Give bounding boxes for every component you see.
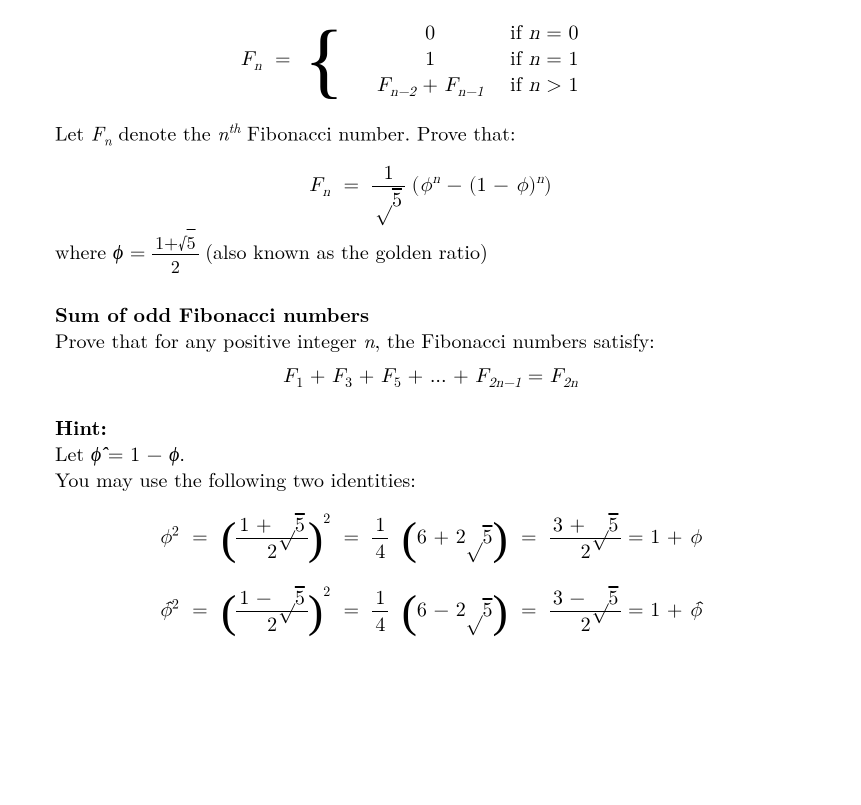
left-brace: { — [304, 25, 344, 96]
intro-paragraph: Let Fn denote the nth Fibonacci number. … — [55, 119, 806, 150]
case1-value: 0 — [350, 20, 510, 46]
where-phi: where ϕ = 1+√5 2 (also known as the gold… — [55, 231, 806, 279]
sum-odd-equation: F1 + F3 + F5 + ... + F2n−1 = F2n — [55, 363, 806, 392]
case2-cond: if n = 1 — [510, 46, 620, 72]
sum-odd-heading: Sum of odd Fibonacci numbers Prove that … — [55, 301, 806, 353]
case3-cond: if n > 1 — [510, 72, 620, 98]
identity-phi-squared: ϕ2 = ( 1 + √5 2 )2 = 1 4 (6 + 2√5) = 3 +… — [55, 510, 806, 565]
fibonacci-definition: Fn = { 0 if n = 0 1 if n = 1 Fn−2 + Fn−1… — [55, 20, 806, 101]
identity-phihat-squared: ϕ̂2 = ( 1 − √5 2 )2 = 1 4 (6 − 2√5) = 3 … — [55, 583, 806, 638]
case1-cond: if n = 0 — [510, 20, 620, 46]
hint-heading: Hint: Let ϕ̂ = 1 − ϕ. You may use the fo… — [55, 414, 806, 492]
fn-subscript: n — [254, 59, 262, 73]
case2-value: 1 — [350, 46, 510, 72]
case3-value: Fn−2 + Fn−1 — [350, 72, 510, 101]
fn-symbol: F — [241, 49, 254, 69]
binet-formula: Fn = 1 √5 (ϕn − (1 − ϕ)n) — [55, 160, 806, 213]
